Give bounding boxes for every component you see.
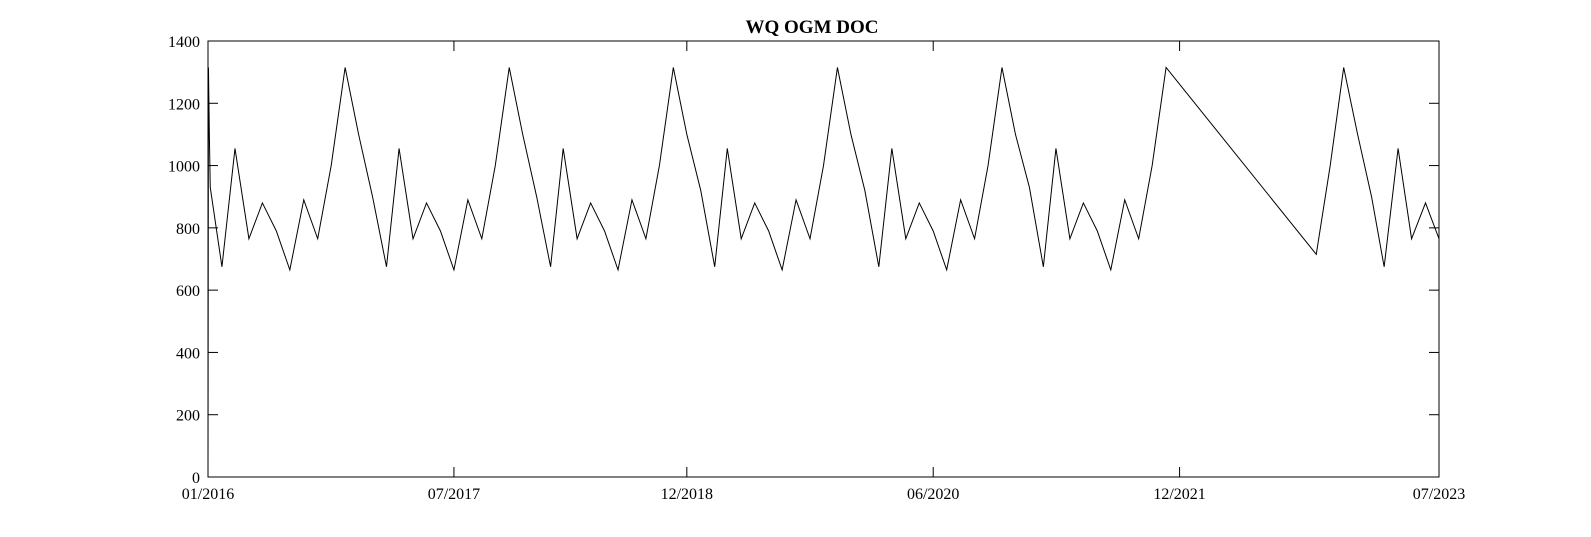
- x-tick-label: 07/2017: [428, 486, 480, 503]
- x-tick-label: 01/2016: [182, 486, 234, 503]
- x-tick-label: 12/2021: [1153, 486, 1205, 503]
- y-tick-label: 600: [176, 283, 200, 300]
- y-tick-label: 1000: [168, 159, 200, 176]
- plot-area-frame: [208, 41, 1439, 477]
- series-line: [208, 67, 1439, 477]
- y-tick-label: 400: [176, 345, 200, 362]
- x-tick-label: 06/2020: [907, 486, 959, 503]
- x-tick-label: 12/2018: [661, 486, 713, 503]
- y-tick-label: 1200: [168, 96, 200, 113]
- x-tick-label: 07/2023: [1413, 486, 1465, 503]
- x-axis: 01/2016 07/2017 12/2018 06/2020 12/2021 07/20…: [182, 41, 1465, 503]
- y-tick-label: 0: [192, 470, 200, 487]
- y-tick-label: 200: [176, 408, 200, 425]
- y-axis: 0 200 400 600 800 1000 1200 1400: [168, 34, 1439, 487]
- y-tick-label: 800: [176, 221, 200, 238]
- y-tick-label: 1400: [168, 34, 200, 51]
- chart-title: WQ OGM DOC: [746, 17, 879, 38]
